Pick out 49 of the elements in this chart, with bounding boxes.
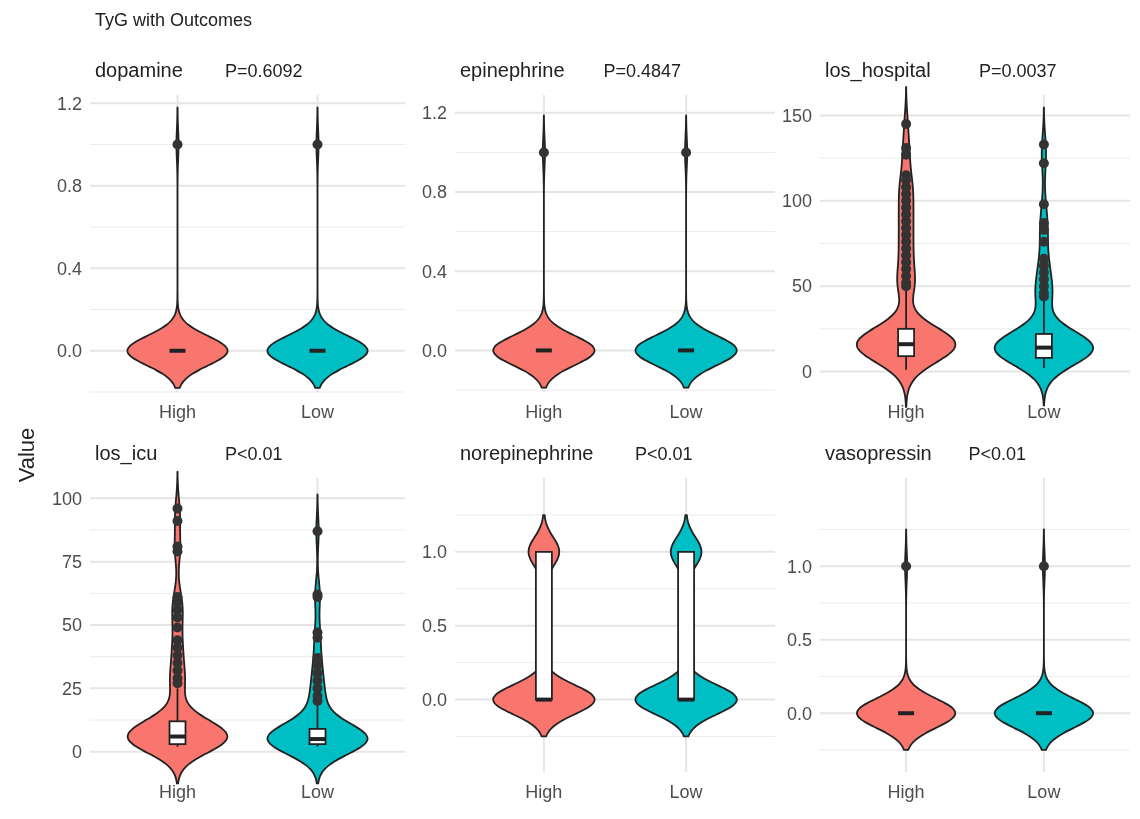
y-tick-label: 100 [51, 488, 82, 509]
y-tick-label: 0.0 [421, 689, 447, 710]
x-tick-label: Low [300, 782, 336, 802]
y-tick-label: 1.2 [421, 103, 447, 124]
y-tick-label: 0.0 [56, 341, 82, 362]
chart-title: norepinephrine [460, 442, 594, 464]
y-tick-label: 50 [61, 615, 82, 636]
x-tick-label: Low [1027, 782, 1062, 802]
x-tick-label: Low [669, 782, 704, 802]
text: TyG with Outcomes [95, 10, 253, 30]
y-tick-label: 0.4 [421, 261, 447, 282]
y-tick-label: 1.0 [786, 556, 812, 577]
y-tick-label: 0.8 [421, 182, 447, 203]
text: P<0.01 [635, 444, 693, 464]
chart-title: los_icu [95, 442, 158, 465]
y-tick-label: 100 [781, 191, 812, 212]
y-tick-label: 150 [781, 105, 812, 126]
x-tick-label: High [525, 782, 563, 802]
chart-title: epinephrine [460, 59, 565, 81]
y-tick-label: 0 [801, 361, 812, 382]
x-tick-label: High [887, 782, 925, 802]
x-tick-label: High [158, 782, 197, 802]
x-tick-label: High [525, 402, 563, 422]
chart-title: vasopressin [825, 442, 932, 464]
text: P<0.01 [225, 444, 283, 464]
y-tick-label: 0.5 [421, 616, 447, 637]
x-tick-label: Low [300, 402, 336, 422]
y-tick-label: 0.5 [786, 630, 812, 650]
chart-title: los_hospital [825, 59, 931, 82]
text: P<0.01 [968, 444, 1027, 464]
text: P=0.6092 [225, 61, 303, 81]
text: P=0.0037 [979, 61, 1057, 81]
y-tick-label: 1.0 [421, 542, 447, 563]
x-tick-label: High [887, 402, 925, 422]
y-tick-label: 0.4 [56, 258, 82, 279]
y-tick-label: 1.2 [56, 93, 82, 114]
y-tick-label: 50 [791, 276, 812, 297]
text: P=0.4847 [603, 61, 682, 81]
x-tick-label: High [158, 402, 197, 422]
y-tick-label: 0.8 [56, 176, 82, 197]
y-tick-label: 0.0 [786, 703, 812, 724]
x-tick-label: Low [669, 402, 704, 422]
y-axis-title: Value [14, 427, 39, 483]
y-tick-label: 0 [71, 742, 82, 763]
x-tick-label: Low [1027, 402, 1062, 422]
chart-title: dopamine [95, 59, 183, 81]
y-tick-label: 0.0 [421, 340, 447, 361]
y-tick-label: 25 [61, 678, 82, 699]
y-tick-label: 75 [61, 551, 82, 572]
